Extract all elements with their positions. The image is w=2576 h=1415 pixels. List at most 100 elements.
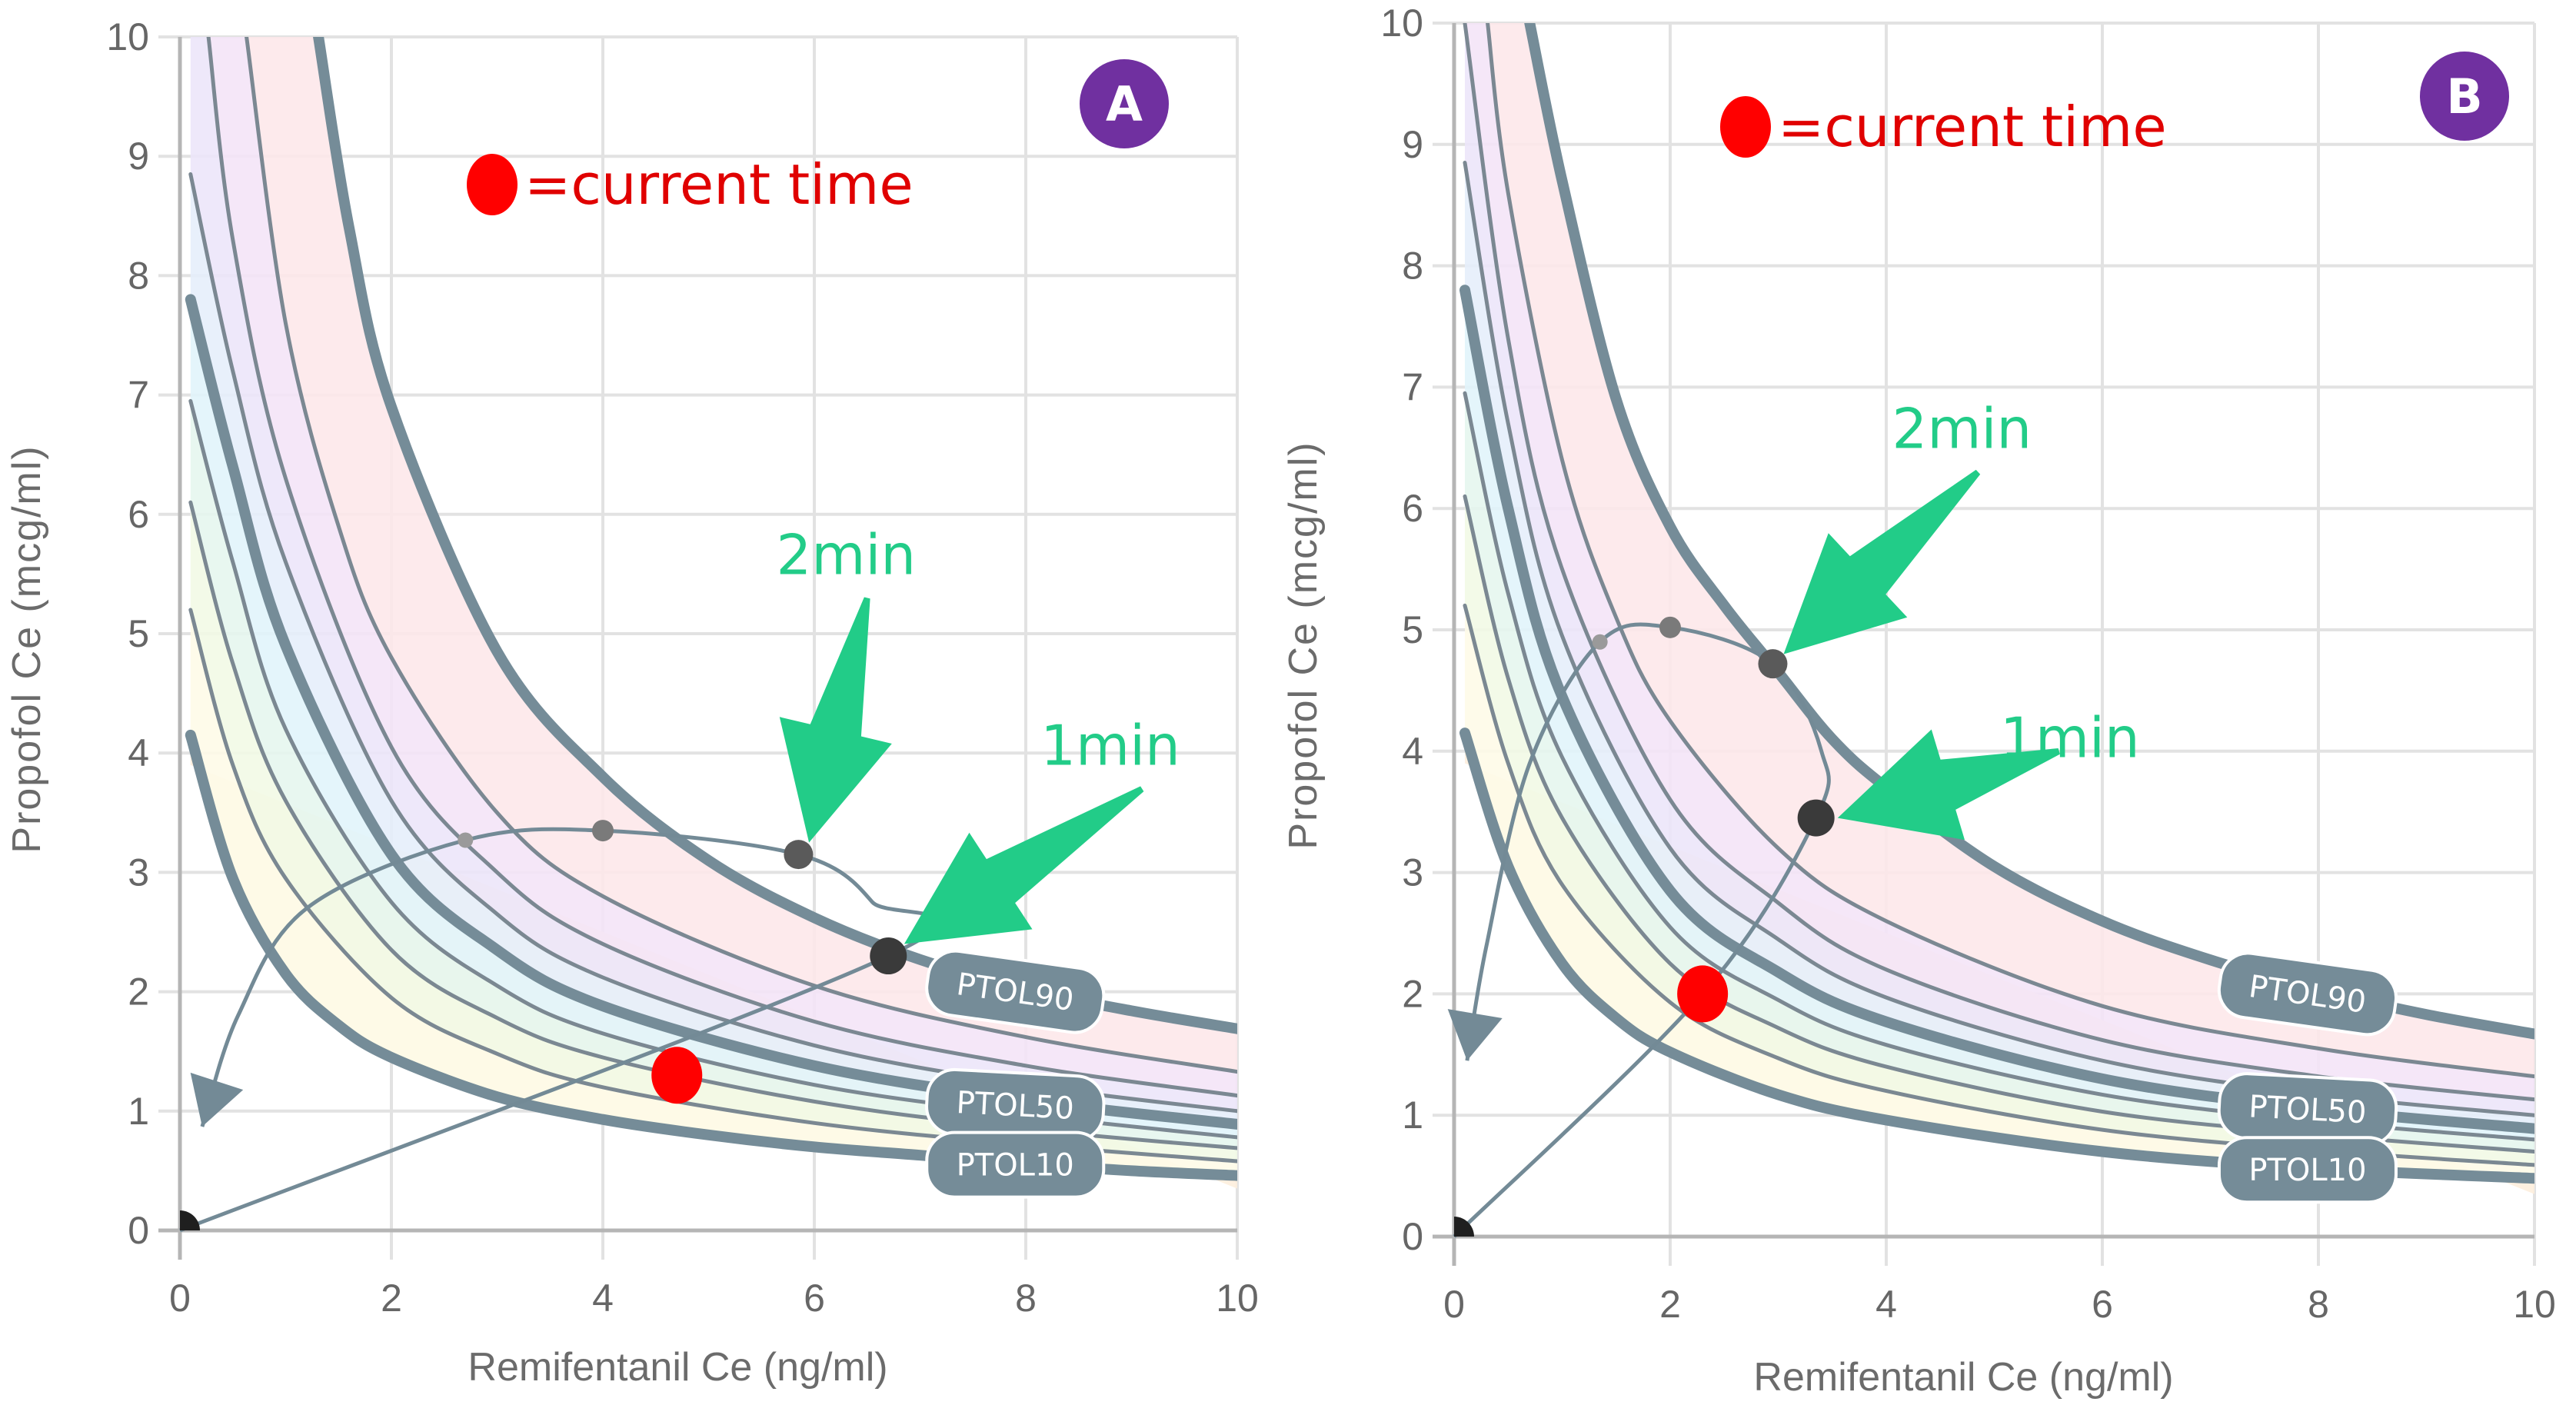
legend-text: =current time xyxy=(1778,95,2167,159)
y-tick-label: 9 xyxy=(128,135,149,178)
isobole-line-70 xyxy=(206,37,1237,1098)
green-arrow xyxy=(1783,469,1981,654)
x-tick-label: 4 xyxy=(592,1277,614,1320)
trajectory-arrowhead xyxy=(1447,1009,1503,1061)
probability-band-80 xyxy=(1465,23,2534,1100)
time-point-marker xyxy=(1758,649,1788,679)
trajectory-start-marker xyxy=(180,1210,200,1230)
y-tick-label: 2 xyxy=(128,971,149,1014)
y-tick-label: 6 xyxy=(1402,487,1423,530)
legend-red-dot-icon xyxy=(1720,96,1771,158)
y-axis-title: Propofol Ce (mcg/ml) xyxy=(1281,441,1326,849)
isobole-label-text: PTOL50 xyxy=(955,1085,1074,1127)
panel-badge-letter: B xyxy=(2446,68,2482,125)
time-point-marker xyxy=(458,832,474,848)
isobole-line-70 xyxy=(1463,23,2534,1102)
annotation-label: 1min xyxy=(2000,706,2140,771)
isobole-label-pill xyxy=(925,949,1106,1034)
x-tick-label: 6 xyxy=(804,1277,825,1320)
panel-badge-circle xyxy=(1080,59,1169,148)
time-point-marker xyxy=(784,840,814,870)
y-tick-label: 8 xyxy=(1402,245,1423,288)
annotation-1min: 1min xyxy=(1837,706,2140,841)
isobole-label-text: PTOL10 xyxy=(957,1148,1074,1184)
isobole-label-ptol50: PTOL50 xyxy=(2217,1072,2398,1147)
green-arrow xyxy=(904,786,1144,944)
annotation-label: 2min xyxy=(776,522,916,587)
x-tick-label: 8 xyxy=(1015,1277,1037,1320)
x-tick-label: 2 xyxy=(1659,1283,1681,1326)
chart-panel-a: 0 1 2 3 4 5 6 7 8 9 10 0 2 4 6 8 10 PTOL90 PTOL50 PTOL10 1mi… xyxy=(5,15,1259,1390)
time-point-marker xyxy=(592,820,614,842)
legend-red-dot-icon xyxy=(467,154,518,215)
current-time-marker xyxy=(1677,965,1729,1023)
x-tick-label: 10 xyxy=(1216,1277,1259,1320)
panel-badge: A xyxy=(1080,59,1169,148)
x-tick-label: 0 xyxy=(1443,1283,1465,1326)
x-tick-label: 8 xyxy=(2308,1283,2329,1326)
y-tick-label: 6 xyxy=(128,493,149,536)
y-tick-label: 10 xyxy=(1380,2,1423,45)
y-tick-label: 0 xyxy=(1402,1215,1423,1258)
time-point-marker xyxy=(1659,616,1681,638)
isobole-label-text: PTOL10 xyxy=(2248,1153,2366,1188)
y-tick-label: 5 xyxy=(1402,608,1423,651)
y-tick-label: 5 xyxy=(128,612,149,655)
y-tick-label: 1 xyxy=(1402,1094,1423,1137)
y-tick-label: 9 xyxy=(1402,123,1423,166)
y-tick-label: 4 xyxy=(128,731,149,774)
time-point-marker xyxy=(1592,634,1608,650)
green-arrow xyxy=(1837,729,2060,841)
y-tick-label: 7 xyxy=(128,374,149,417)
isobole-label-pill xyxy=(925,1130,1106,1199)
x-tick-label: 10 xyxy=(2513,1283,2556,1326)
legend-text: =current time xyxy=(524,152,914,217)
y-axis-title: Propofol Ce (mcg/ml) xyxy=(5,444,49,853)
legend: =current time xyxy=(1720,95,2167,159)
annotation-2min: 2min xyxy=(1783,396,2032,654)
legend: =current time xyxy=(467,152,914,217)
isobole-label-pill xyxy=(2217,1136,2398,1204)
trajectory xyxy=(179,820,941,1233)
x-tick-label: 6 xyxy=(2092,1283,2113,1326)
green-arrow xyxy=(779,597,892,843)
y-tick-label: 1 xyxy=(128,1090,149,1133)
y-tick-label: 3 xyxy=(128,851,149,894)
isobole-label-ptol50: PTOL50 xyxy=(925,1067,1106,1143)
y-tick-label: 3 xyxy=(1402,851,1423,894)
y-tick-label: 2 xyxy=(1402,972,1423,1015)
annotation-label: 2min xyxy=(1892,396,2032,461)
y-tick-label: 10 xyxy=(106,15,149,58)
x-axis-title: Remifentanil Ce (ng/ml) xyxy=(468,1345,887,1390)
current-time-marker xyxy=(651,1047,703,1104)
x-tick-label: 4 xyxy=(1875,1283,1897,1326)
isobole-label-ptol90: PTOL90 xyxy=(925,949,1106,1034)
x-tick-label: 0 xyxy=(169,1277,191,1320)
y-tick-label: 8 xyxy=(128,254,149,297)
annotation-1min: 1min xyxy=(904,714,1180,944)
panel-badge-circle xyxy=(2420,52,2509,141)
chart-panel-b: 0 1 2 3 4 5 6 7 8 9 10 0 2 4 6 8 10 PTOL90 PTOL50 PTOL10 1mi… xyxy=(1281,2,2556,1400)
trajectory xyxy=(1447,616,1835,1238)
trajectory-start-marker xyxy=(1454,1217,1474,1237)
annotation-2min: 2min xyxy=(776,522,916,843)
time-point-marker xyxy=(870,937,907,975)
isobole-label-ptol90: PTOL90 xyxy=(2217,951,2398,1037)
annotation-label: 1min xyxy=(1040,714,1180,778)
isobole-label-text: PTOL50 xyxy=(2248,1089,2367,1130)
trajectory-arrowhead xyxy=(190,1072,244,1127)
panel-badge-letter: A xyxy=(1106,76,1143,132)
time-point-marker xyxy=(1797,799,1835,837)
isobole-label-ptol10: PTOL10 xyxy=(2217,1136,2398,1204)
isobole-lines xyxy=(1459,23,2534,1184)
y-tick-label: 7 xyxy=(1402,365,1423,408)
panel-badge: B xyxy=(2420,52,2509,141)
x-tick-label: 2 xyxy=(381,1277,402,1320)
x-axis-title: Remifentanil Ce (ng/ml) xyxy=(1753,1355,2173,1400)
isobole-label-ptol10: PTOL10 xyxy=(925,1130,1106,1199)
isobole-line-80 xyxy=(1486,23,2534,1079)
isobole-label-pill xyxy=(2217,951,2398,1037)
y-tick-label: 4 xyxy=(1402,730,1423,773)
y-tick-label: 0 xyxy=(128,1209,149,1252)
